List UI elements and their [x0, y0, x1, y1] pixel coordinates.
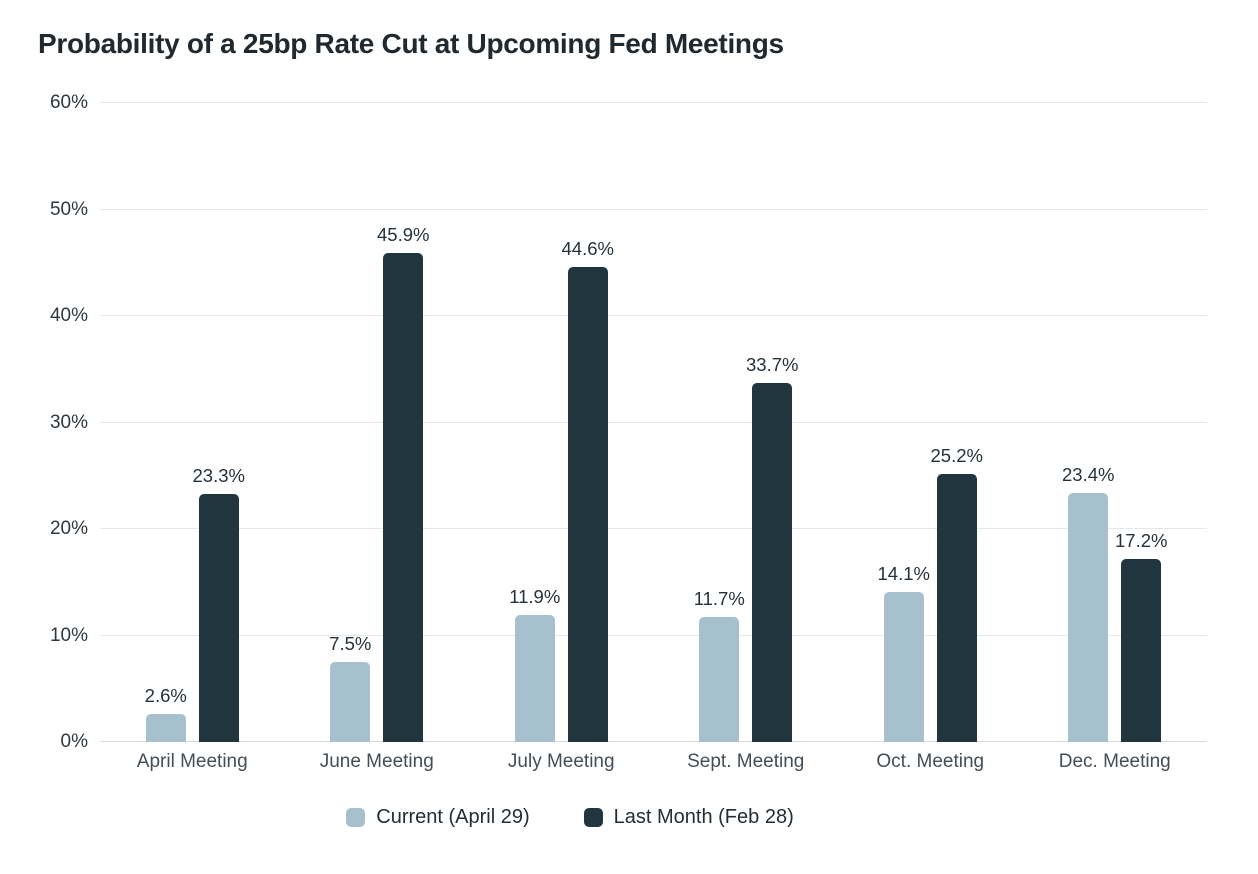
bar-last_month-6: 17.2%	[1115, 530, 1167, 742]
y-axis: 0% 10% 20% 30% 40% 50% 60%	[38, 92, 100, 752]
bar-group-3: 11.9% 44.6%	[469, 103, 654, 742]
x-axis-label-1: April Meeting	[136, 751, 248, 772]
chart-title: Probability of a 25bp Rate Cut at Upcomi…	[38, 28, 784, 59]
bar-last_month-1: 23.3%	[193, 465, 245, 742]
bar-value-label: 17.2%	[1115, 529, 1168, 551]
bar-group-5: 14.1% 25.2%	[838, 103, 1023, 742]
y-tick-label-30: 30%	[49, 411, 88, 433]
gridline-10	[100, 634, 1207, 636]
legend-label-1: Current (April 29)	[376, 806, 530, 828]
x-axis-label-6: Dec. Meeting	[1058, 751, 1171, 772]
legend-item-2: Last Month (Feb 28)	[583, 806, 794, 829]
bar-current-6: 23.4%	[1062, 464, 1114, 742]
bar-value-label: 14.1%	[877, 562, 930, 584]
bar-group-1: 2.6% 23.3%	[100, 103, 285, 742]
gridline-50	[100, 208, 1207, 210]
legend-item-1: Current (April 29)	[346, 806, 530, 829]
bar-current-1: 2.6%	[145, 685, 187, 742]
bar-group-2: 7.5% 45.9%	[285, 103, 470, 742]
x-axis-label-3: July Meeting	[507, 751, 615, 772]
bar-value-label: 23.4%	[1062, 463, 1115, 485]
gridline-30	[100, 421, 1207, 423]
y-tick-label-0: 0%	[60, 731, 88, 752]
bar-groups: 2.6% 23.3% 7.5% 45.9% 11.9% 44.6% 11.7% 33.7% 14…	[100, 103, 1207, 742]
bar-value-label: 33.7%	[746, 354, 799, 376]
gridline-40	[100, 315, 1207, 316]
bar-value-label: 11.7%	[693, 588, 745, 610]
legend-label-2: Last Month (Feb 28)	[613, 806, 794, 828]
gridline-0	[100, 741, 1207, 742]
legend: Current (April 29) Last Month (Feb 28)	[0, 806, 1140, 829]
y-tick-label-10: 10%	[49, 624, 88, 646]
bar-current-5: 14.1%	[878, 563, 930, 742]
y-tick-label-60: 60%	[49, 92, 88, 113]
bar-value-label: 25.2%	[930, 444, 983, 466]
y-tick-label-40: 40%	[49, 305, 88, 326]
bar-value-label: 11.9%	[509, 586, 561, 608]
bar-value-label: 7.5%	[329, 633, 372, 655]
plot-area: 2.6% 23.3% 7.5% 45.9% 11.9% 44.6% 11.7% 33.7% 14…	[100, 102, 1207, 742]
bar-current-2: 7.5%	[329, 633, 371, 742]
legend-swatch-last_month	[583, 808, 603, 827]
y-tick-label-20: 20%	[49, 518, 88, 539]
y-tick-label-50: 50%	[49, 198, 88, 220]
bar-current-3: 11.9%	[509, 586, 560, 742]
bar-current-4: 11.7%	[694, 588, 745, 742]
bar-group-6: 23.4% 17.2%	[1023, 103, 1208, 742]
bar-last_month-5: 25.2%	[931, 445, 983, 742]
x-axis-label-2: June Meeting	[319, 751, 434, 772]
bar-value-label: 44.6%	[561, 238, 614, 260]
bar-last_month-2: 45.9%	[377, 224, 429, 742]
gridline-60	[100, 102, 1207, 103]
bar-last_month-4: 33.7%	[746, 354, 798, 742]
bar-group-4: 11.7% 33.7%	[654, 103, 839, 742]
legend-swatch-current	[346, 808, 366, 827]
bar-value-label: 23.3%	[192, 464, 245, 486]
bar-value-label: 2.6%	[144, 685, 187, 707]
chart-area: 0% 10% 20% 30% 40% 50% 60% 2.6% 23.3% 7.5% 45.9% 1…	[38, 92, 1207, 752]
x-axis-label-4: Sept. Meeting	[687, 751, 805, 772]
gridline-20	[100, 528, 1207, 529]
x-axis: April Meeting June Meeting July Meeting Sep…	[100, 751, 1207, 773]
bar-value-label: 45.9%	[377, 224, 430, 246]
x-axis-label-5: Oct. Meeting	[876, 751, 985, 772]
bar-last_month-3: 44.6%	[562, 238, 614, 742]
